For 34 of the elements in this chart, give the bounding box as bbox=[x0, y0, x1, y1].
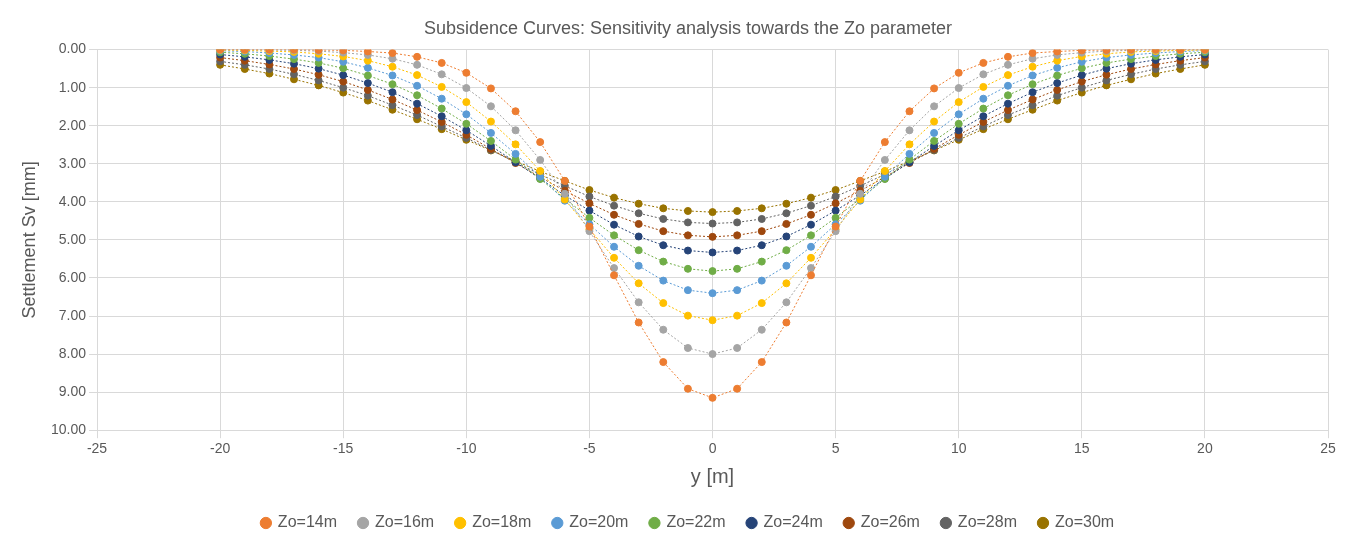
legend-label: Zo=16m bbox=[375, 513, 435, 531]
y-tick-label: 3.00 bbox=[58, 154, 87, 171]
x-tick-label: 5 bbox=[831, 440, 840, 457]
legend-label: Zo=26m bbox=[860, 513, 920, 531]
x-axis-title: y [m] bbox=[690, 464, 735, 487]
legend-label: Zo=22m bbox=[666, 513, 726, 531]
x-tick-label: 0 bbox=[708, 440, 717, 457]
legend-label: Zo=18m bbox=[472, 513, 532, 531]
x-tick-label: -20 bbox=[210, 440, 231, 457]
y-tick-label: 4.00 bbox=[58, 192, 87, 209]
y-tick-label: 6.00 bbox=[58, 268, 87, 285]
x-tick-label: -10 bbox=[456, 440, 477, 457]
legend-label: Zo=14m bbox=[277, 513, 338, 531]
y-tick-label: 2.00 bbox=[58, 116, 87, 133]
x-tick-label: -5 bbox=[583, 440, 596, 457]
legend-label: Zo=24m bbox=[763, 513, 823, 531]
y-tick-label: 1.00 bbox=[58, 78, 87, 95]
x-tick-label: -15 bbox=[333, 440, 354, 457]
y-tick-label: 10.00 bbox=[50, 421, 87, 438]
x-tick-label: 10 bbox=[950, 440, 967, 457]
legend-label: Zo=20m bbox=[569, 513, 629, 531]
y-tick-label: 8.00 bbox=[58, 344, 87, 361]
x-tick-label: -25 bbox=[86, 440, 108, 457]
y-axis-title: Settlement Sv [mm] bbox=[18, 161, 39, 319]
legend-label: Zo=30m bbox=[1054, 513, 1115, 531]
legend-label: Zo=28m bbox=[957, 513, 1017, 531]
x-tick-label: 25 bbox=[1320, 440, 1336, 457]
x-tick-label: 15 bbox=[1074, 440, 1090, 457]
y-tick-label: 0.00 bbox=[58, 40, 87, 57]
y-tick-label: 5.00 bbox=[58, 230, 87, 247]
y-tick-label: 9.00 bbox=[58, 383, 87, 399]
chart-title: Subsidence Curves: Sensitivity analysis towards the Zo parameter bbox=[423, 17, 953, 38]
y-tick-label: 7.00 bbox=[58, 306, 87, 323]
x-tick-label: 20 bbox=[1197, 440, 1213, 457]
